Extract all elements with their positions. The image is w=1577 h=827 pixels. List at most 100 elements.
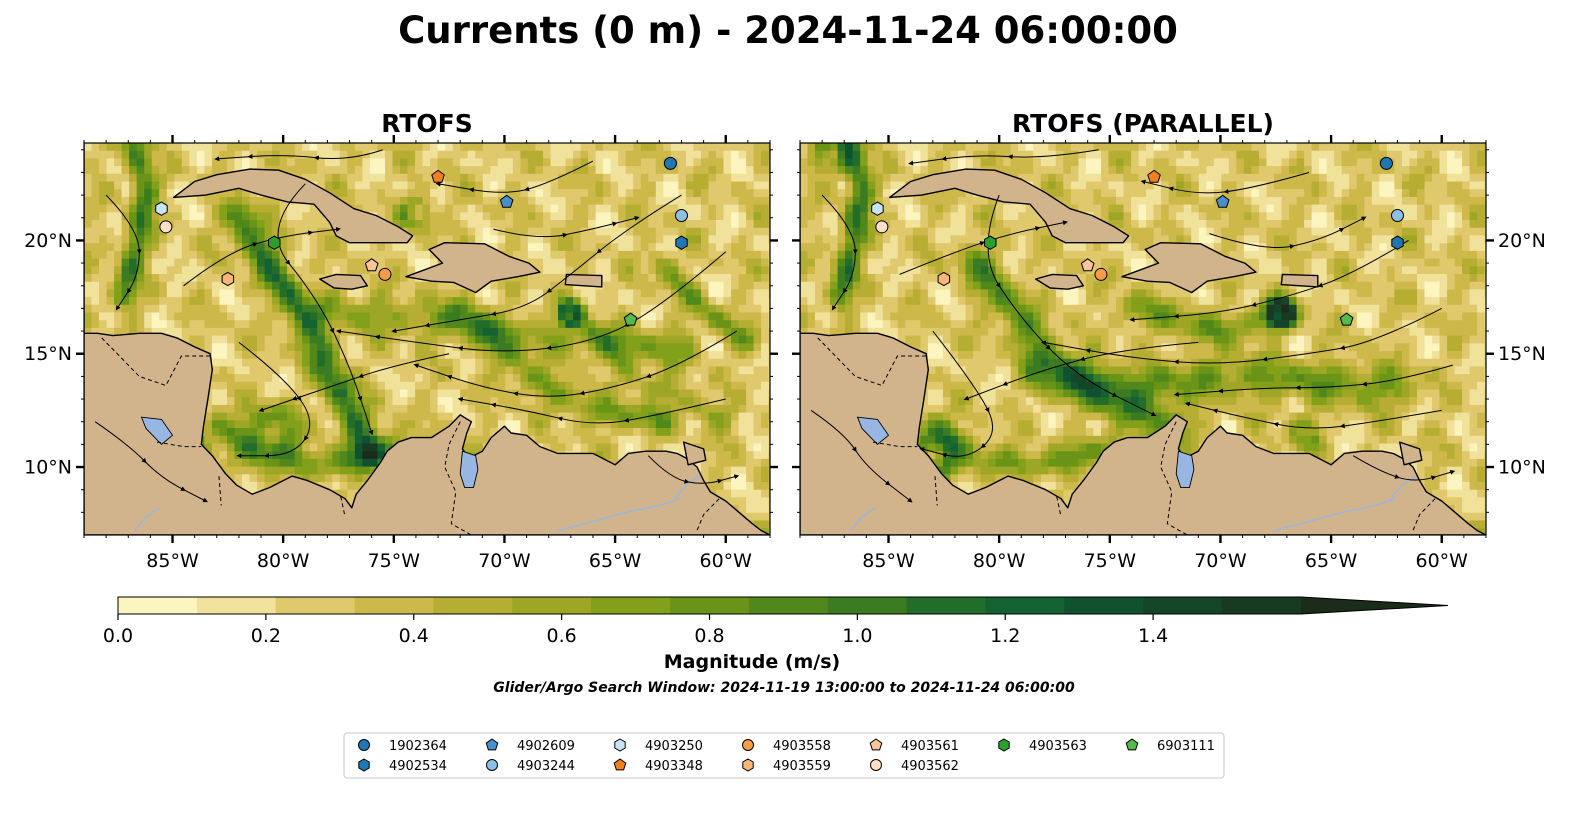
field-cell (761, 528, 770, 535)
field-cell (189, 266, 198, 275)
field-cell (512, 143, 521, 152)
field-cell (573, 204, 582, 213)
field-cell (543, 381, 552, 391)
field-cell (512, 158, 521, 167)
field-cell (257, 397, 266, 406)
field-cell (317, 158, 326, 167)
field-cell (452, 212, 461, 221)
field-cell (196, 335, 205, 344)
field-cell (716, 327, 725, 337)
field-cell (490, 335, 499, 344)
field-cell (708, 243, 717, 252)
field-cell (573, 150, 582, 159)
field-cell (693, 250, 702, 260)
field-cell (121, 143, 130, 152)
field-cell (655, 312, 664, 321)
field-cell (738, 466, 747, 475)
field-cell (716, 250, 725, 260)
field-cell (369, 181, 378, 190)
field-cell (99, 189, 108, 198)
field-cell (159, 181, 168, 190)
field-cell (482, 289, 491, 298)
land-polygon (564, 273, 603, 288)
field-cell (603, 343, 612, 352)
field-cell (400, 281, 409, 290)
field-cell (347, 258, 356, 267)
field-cell (753, 173, 762, 183)
field-cell (610, 351, 619, 360)
field-cell (685, 250, 694, 260)
field-cell (415, 327, 424, 337)
field-cell (159, 235, 168, 244)
field-cell (249, 428, 258, 437)
field-cell (490, 351, 499, 360)
field-cell (633, 312, 642, 321)
field-cell (452, 204, 461, 213)
field-cell (400, 397, 409, 406)
field-cell (475, 143, 484, 152)
field-cell (264, 289, 273, 298)
field-cell (227, 343, 236, 352)
field-cell (369, 243, 378, 252)
field-cell (633, 196, 642, 206)
field-cell (723, 281, 732, 290)
field-cell (196, 166, 205, 175)
field-cell (573, 166, 582, 175)
field-cell (685, 420, 694, 429)
field-cell (588, 166, 597, 175)
field-cell (543, 243, 552, 252)
field-cell (800, 189, 809, 198)
field-cell (227, 266, 236, 275)
field-cell (527, 204, 536, 213)
field-cell (415, 351, 424, 360)
field-cell (99, 281, 108, 290)
field-cell (407, 327, 416, 337)
field-cell (807, 227, 816, 236)
field-cell (339, 489, 348, 498)
field-cell (520, 420, 529, 429)
field-cell (527, 428, 536, 437)
field-cell (701, 312, 710, 321)
field-cell (257, 443, 266, 452)
field-cell (91, 312, 100, 321)
field-cell (385, 189, 394, 198)
field-cell (505, 374, 514, 383)
field-cell (625, 420, 634, 429)
field-cell (144, 181, 153, 190)
field-cell (369, 443, 378, 452)
field-cell (189, 212, 198, 221)
field-cell (219, 258, 228, 267)
field-cell (535, 158, 544, 167)
field-cell (242, 397, 251, 406)
field-cell (114, 212, 123, 221)
streamline (105, 194, 142, 311)
field-cell (257, 435, 266, 445)
field-cell (670, 320, 679, 329)
field-cell (121, 297, 130, 306)
field-cell (761, 212, 770, 221)
field-cell (445, 289, 454, 298)
field-cell (505, 412, 514, 421)
field-cell (114, 143, 123, 152)
field-cell (339, 366, 348, 375)
field-cell (693, 266, 702, 275)
field-cell (204, 404, 213, 414)
field-cell (655, 196, 664, 206)
field-cell (91, 258, 100, 267)
field-cell (151, 304, 160, 314)
field-cell (753, 412, 762, 421)
field-cell (610, 428, 619, 437)
field-cell (257, 327, 266, 337)
field-cell (738, 143, 747, 152)
field-cell (482, 335, 491, 344)
field-cell (618, 366, 627, 375)
field-cell (317, 343, 326, 352)
field-cell (678, 397, 687, 406)
field-cell (535, 196, 544, 206)
field-cell (482, 358, 491, 367)
field-cell (430, 227, 439, 236)
field-cell (437, 212, 446, 221)
field-cell (219, 420, 228, 429)
field-cell (693, 227, 702, 236)
field-cell (800, 258, 809, 267)
